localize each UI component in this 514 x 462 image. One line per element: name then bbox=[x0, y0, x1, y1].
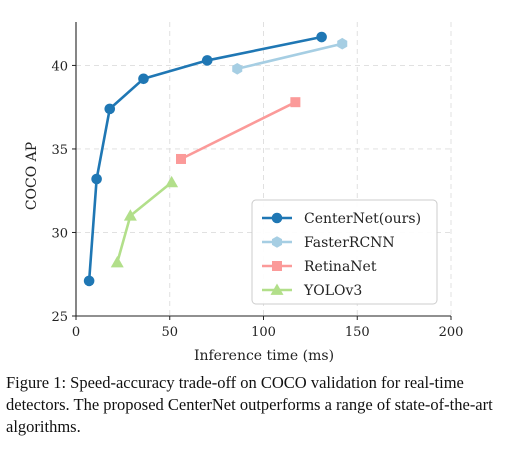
data-point bbox=[110, 256, 124, 268]
data-point bbox=[138, 73, 149, 85]
legend-box bbox=[251, 199, 438, 305]
y-tick-label: 40 bbox=[51, 59, 68, 74]
data-point bbox=[337, 37, 348, 50]
legend-marker bbox=[270, 283, 284, 295]
x-tick-label: 100 bbox=[251, 325, 276, 340]
legend-label: RetinaNet bbox=[304, 259, 377, 275]
y-tick-label: 35 bbox=[51, 143, 68, 158]
x-tick-label: 150 bbox=[345, 325, 370, 340]
data-point bbox=[123, 209, 137, 221]
series-2 bbox=[176, 97, 301, 164]
y-tick-label: 25 bbox=[51, 310, 68, 325]
data-point bbox=[83, 275, 95, 287]
tick-labels: 0 50 100 150 200 25 30 35 40 bbox=[51, 59, 463, 340]
x-tick-label: 200 bbox=[439, 325, 464, 340]
data-point bbox=[165, 175, 179, 188]
x-tick-label: 0 bbox=[72, 325, 80, 340]
legend-marker bbox=[271, 212, 283, 224]
data-point bbox=[201, 55, 213, 66]
data-point bbox=[316, 31, 327, 43]
legend-label: FasterRCNN bbox=[304, 235, 395, 251]
series-line bbox=[236, 42, 343, 71]
data-point bbox=[232, 62, 243, 75]
legend-label: YOLOv3 bbox=[303, 283, 362, 299]
y-axis-label: COCO AP bbox=[24, 142, 40, 210]
legend-marker bbox=[271, 236, 283, 248]
legend: CenterNet(ours) FasterRCNN RetinaNet YOLOv3 bbox=[251, 199, 438, 305]
series-line bbox=[115, 181, 173, 263]
x-tick-label: 50 bbox=[161, 325, 178, 340]
data-point bbox=[290, 97, 301, 108]
series-3 bbox=[110, 175, 179, 268]
series-0 bbox=[83, 31, 327, 287]
speed-accuracy-chart: 0 50 100 150 200 25 30 35 40 Inference time (ms)… bbox=[24, 22, 463, 364]
data-point bbox=[104, 103, 116, 115]
series-layer bbox=[83, 31, 348, 287]
data-point bbox=[176, 153, 186, 164]
y-tick-label: 30 bbox=[51, 226, 68, 241]
legend-marker bbox=[272, 261, 282, 271]
axes bbox=[72, 22, 452, 320]
figure-caption: Figure 1: Speed-accuracy trade-off on CO… bbox=[6, 373, 493, 436]
legend-label: CenterNet(ours) bbox=[304, 211, 421, 227]
series-line bbox=[87, 35, 322, 282]
series-line bbox=[180, 101, 296, 161]
data-point bbox=[91, 173, 102, 185]
series-1 bbox=[232, 37, 348, 75]
x-axis-label: Inference time (ms) bbox=[194, 348, 334, 364]
